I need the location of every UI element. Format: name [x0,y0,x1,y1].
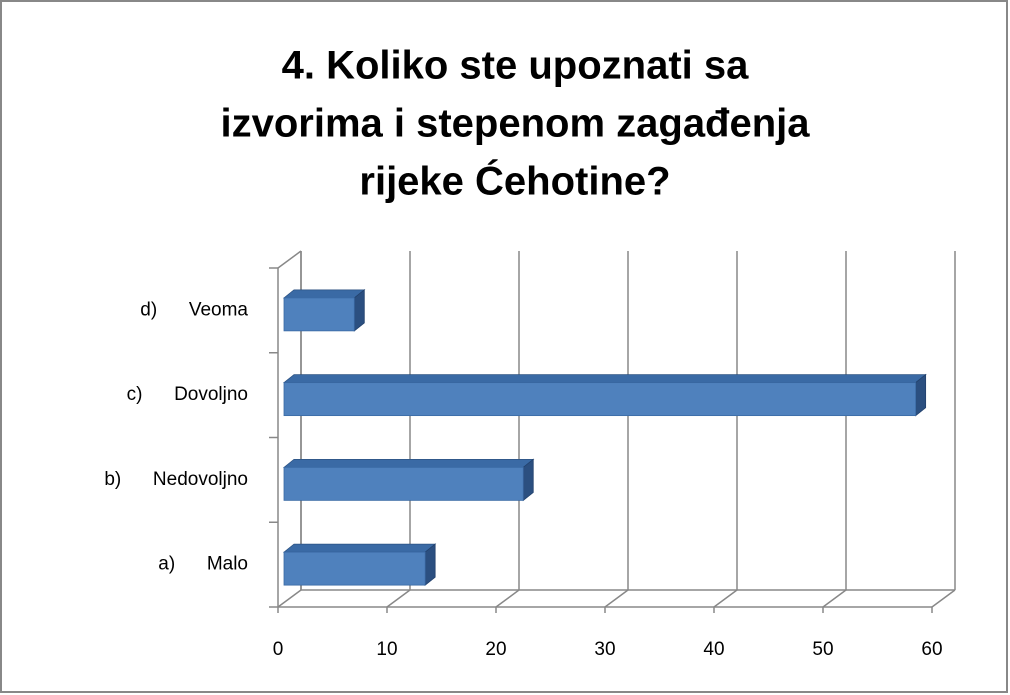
bar [282,289,366,332]
x-tick-label: 40 [703,639,724,660]
grid-line [386,589,411,608]
x-tick-label: 10 [376,639,397,660]
bar-top [282,374,927,384]
grid-line [931,589,956,608]
grid-line [604,589,629,608]
x-tick-label: 50 [812,639,833,660]
y-tick-label: d) Veoma [140,299,248,320]
bar [282,543,437,586]
bar-top [282,543,437,553]
x-tick-label: 30 [594,639,615,660]
bar-top [282,289,366,299]
y-tick-label: b) Nedovoljno [104,469,248,490]
bar-front [283,466,524,501]
wall-edge [277,250,302,269]
bar-front [283,551,426,586]
bar-front [283,297,355,332]
grid-line [822,589,847,608]
x-tick-label: 60 [921,639,942,660]
y-tick-label: a) Malo [158,554,248,575]
bar-front [283,382,917,417]
chart-title: izvorima i stepenom zagađenja [220,102,810,146]
x-tick-label: 20 [485,639,506,660]
chart-title: 4. Koliko ste upoznati sa [282,44,750,88]
grid-line [277,589,302,608]
chart-title: rijeke Ćehotine? [359,158,670,204]
grid-line [713,589,738,608]
x-tick-label: 0 [273,639,284,660]
y-tick-label: c) Dovoljno [127,384,248,405]
grid-line [495,589,520,608]
bar [282,373,927,417]
bar-top [282,458,535,468]
bar [282,458,535,502]
